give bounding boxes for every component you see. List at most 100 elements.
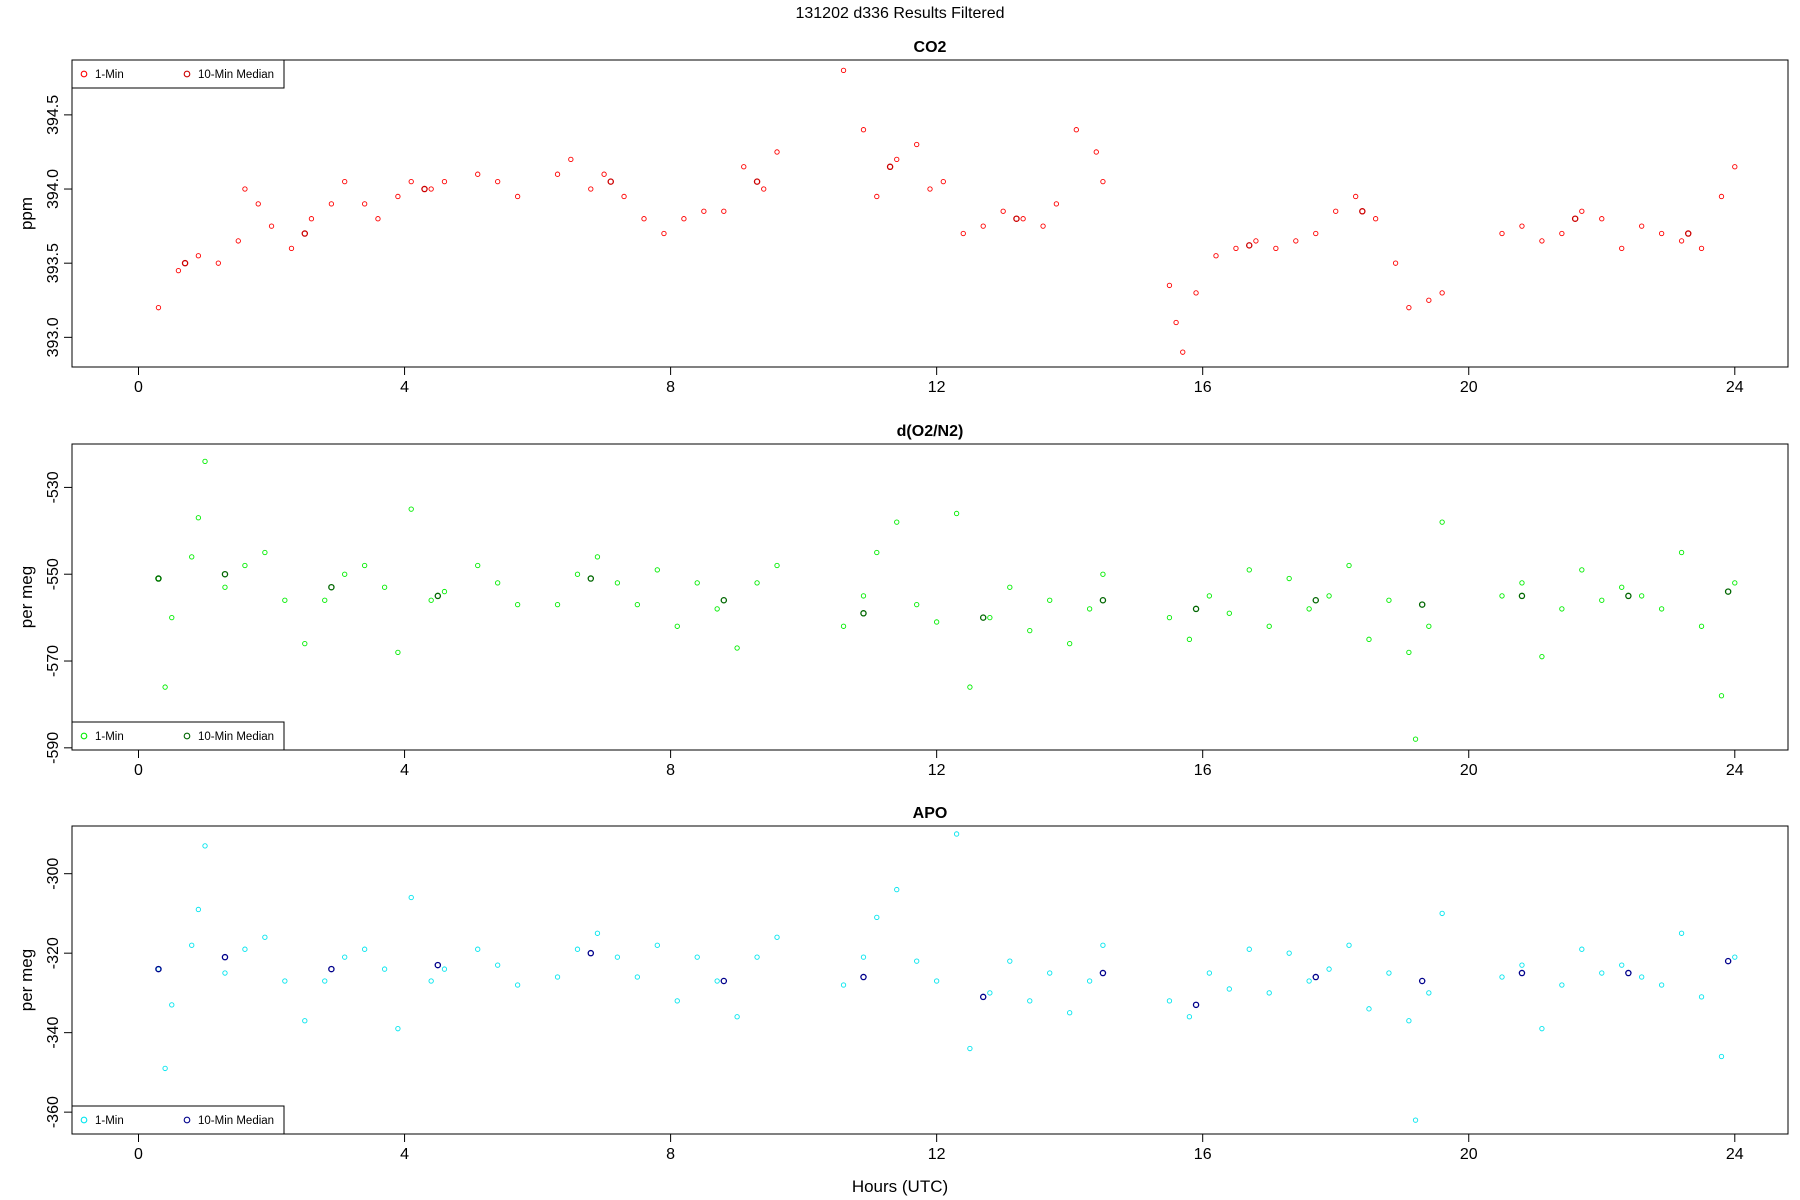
o2n2-data-point	[1539, 654, 1545, 660]
apo-legend: 1-Min 10-Min Median	[71, 1105, 285, 1135]
co2-data-point	[1166, 282, 1173, 289]
o2n2-data-point	[1346, 562, 1352, 569]
co2-x-tick-label: 16	[1194, 379, 1212, 396]
apo-data-point	[914, 958, 920, 964]
co2-data-point	[215, 260, 221, 266]
co2-data-point	[1684, 230, 1692, 237]
co2-data-point	[1273, 245, 1279, 252]
co2-data-point	[475, 171, 481, 177]
co2-data-point	[721, 208, 727, 214]
o2n2-data-point	[162, 684, 168, 690]
co2-data-point	[774, 149, 780, 155]
o2n2-data-point	[634, 601, 640, 608]
o2n2-data-point	[1047, 597, 1053, 603]
o2n2-data-point	[1286, 575, 1292, 582]
co2-data-point	[980, 223, 986, 229]
co2-data-point	[1353, 193, 1359, 200]
apo-data-point	[1206, 970, 1212, 976]
co2-data-point	[288, 245, 295, 252]
o2n2-data-point	[1599, 597, 1605, 603]
panel-co2: CO2 0 4 8 12 16 20 24 393.0 393.5 394.0 394.5 ppm 1-M…	[17, 39, 1789, 396]
co2-data-point	[235, 238, 241, 244]
o2n2-data-point	[1718, 693, 1725, 699]
co2-data-point	[1539, 238, 1545, 244]
co2-data-point	[408, 178, 414, 185]
co2-data-point	[195, 253, 202, 259]
o2n2-data-point	[1386, 597, 1392, 603]
apo-data-point	[860, 973, 867, 981]
apo-data-point	[362, 946, 368, 952]
apo-data-point	[155, 965, 162, 973]
co2-data-point	[1253, 238, 1259, 244]
o2n2-data-point	[1326, 593, 1332, 599]
o2n2-data-point	[1007, 584, 1013, 590]
apo-legend-marker	[183, 1116, 191, 1124]
o2n2-y-tick-label: -590	[45, 732, 62, 764]
apo-data-point	[1625, 969, 1632, 977]
co2-data-point	[1579, 208, 1585, 214]
o2n2-data-point	[1559, 606, 1565, 612]
co2-legend-label: 10-Min Median	[198, 69, 274, 81]
co2-data-point	[761, 186, 767, 192]
co2-series-one-min	[155, 67, 1738, 355]
o2n2-x-tick-label: 16	[1194, 762, 1212, 779]
co2-data-point	[1519, 223, 1525, 229]
apo-data-point	[634, 974, 640, 980]
o2n2-data-point	[189, 554, 195, 560]
co2-data-point	[1639, 223, 1645, 229]
panel-o2n2: d(O2/N2) 0 4 8 12 16 20 24 -530 -550 -570 -590 per m…	[17, 423, 1789, 779]
o2n2-data-point	[1186, 636, 1193, 642]
co2-data-point	[1678, 238, 1685, 244]
o2n2-data-point	[1246, 567, 1252, 573]
o2n2-data-point	[362, 562, 368, 569]
apo-data-point	[1386, 970, 1392, 976]
apo-y-tick-label: -360	[45, 1096, 62, 1128]
co2-data-point	[1359, 208, 1366, 215]
co2-data-point	[1193, 290, 1199, 296]
o2n2-data-point	[1412, 736, 1419, 742]
o2n2-data-point	[441, 588, 448, 595]
o2n2-x-tick-label: 4	[400, 762, 409, 779]
co2-data-point	[753, 178, 761, 185]
o2n2-data-point	[428, 597, 434, 603]
apo-data-point	[434, 961, 442, 969]
apo-y-axis-label: per meg	[17, 949, 36, 1011]
o2n2-data-point	[1732, 580, 1738, 586]
co2-y-tick-label: 393.5	[45, 243, 62, 283]
apo-x-tick-label: 0	[134, 1146, 143, 1163]
apo-data-point	[441, 966, 448, 972]
apo-data-point	[302, 1018, 308, 1024]
o2n2-data-point	[1619, 584, 1625, 590]
o2n2-data-point	[1426, 623, 1432, 629]
co2-data-point	[255, 201, 261, 207]
apo-data-point	[381, 966, 388, 972]
co2-data-point	[268, 223, 275, 229]
o2n2-data-point	[395, 649, 401, 655]
o2n2-data-point	[195, 515, 202, 521]
co2-data-point	[1293, 238, 1299, 244]
apo-panel-title: APO	[913, 805, 948, 822]
o2n2-data-point	[654, 567, 660, 573]
apo-data-point	[953, 831, 960, 837]
o2n2-data-point	[987, 614, 993, 621]
o2n2-data-point	[242, 562, 248, 569]
apo-data-point	[1346, 942, 1352, 948]
apo-data-point	[222, 970, 228, 976]
apo-data-point	[1246, 946, 1252, 952]
apo-data-point	[1418, 977, 1426, 985]
apo-data-point	[1326, 966, 1332, 972]
o2n2-data-point	[262, 549, 268, 556]
o2n2-data-point	[1519, 580, 1525, 586]
co2-data-point	[886, 163, 894, 171]
apo-x-tick-label: 20	[1460, 1146, 1478, 1163]
o2n2-data-point	[1100, 571, 1106, 577]
co2-data-point	[874, 193, 880, 200]
co2-data-point	[301, 230, 309, 237]
co2-data-point	[181, 259, 189, 267]
apo-y-tick-label: -320	[45, 937, 62, 969]
co2-x-tick-label: 0	[134, 379, 143, 396]
co2-data-point	[155, 305, 162, 311]
apo-data-point	[594, 930, 601, 936]
o2n2-data-point	[674, 623, 680, 629]
